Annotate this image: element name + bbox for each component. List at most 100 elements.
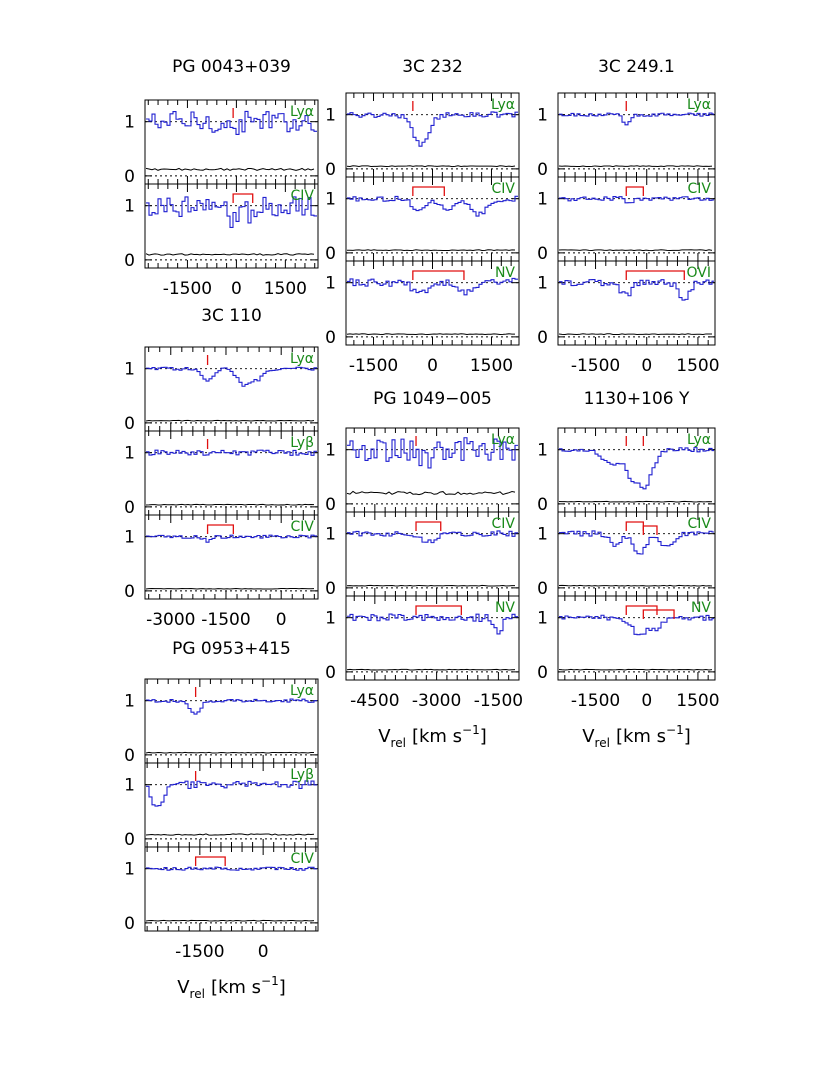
axis-label-unit: [km s [211,977,261,998]
doublet-bracket [642,609,675,619]
error-spectrum [346,249,516,252]
axis-label-close: ] [480,726,487,747]
object-title: 3C 110 [201,306,262,326]
axis-label-close: ] [684,726,691,747]
flux-spectrum [146,780,317,807]
error-spectrum [346,165,516,168]
x-tick-label: -1500 [571,691,620,711]
error-spectrum [558,584,713,587]
axis-label-exponent: −1 [462,723,480,737]
x-tick-label: 0 [641,356,652,376]
line-label: Lyα [290,104,314,120]
x-tick-label: -1500 [474,691,523,711]
error-spectrum [145,419,315,422]
doublet-bracket [232,193,254,203]
error-spectrum [145,833,315,836]
object-title: PG 0953+415 [172,639,291,659]
flux-spectrum [347,195,518,217]
flux-spectrum [347,277,518,296]
spectrum-panel: 0 1 NV [325,595,520,683]
doublet-bracket [206,524,234,534]
spectrum-figure-block: PG 0043+039 0 1 Lyα 0 1 CIV -1500 0 1500 [124,57,319,299]
object-title: PG 1049−005 [373,389,492,409]
x-tick-label: -1500 [163,279,212,299]
error-spectrum [145,167,315,171]
error-spectrum [346,584,516,587]
line-label: CIV [688,516,712,532]
panel-frame [345,260,520,346]
y-tick-label: 0 [124,251,135,271]
panel-frame [144,183,319,269]
spectrum-panel: 0 1 CIV [124,514,319,602]
x-tick-label: -1500 [349,356,398,376]
line-label: CIV [492,181,516,197]
y-tick-label: 1 [325,609,336,629]
y-tick-label: 0 [537,579,548,599]
axis-label-main: V [177,977,190,998]
flux-spectrum [146,110,317,135]
x-axis-label: Vrel [km s−1] [582,723,691,750]
y-tick-label: 1 [124,444,135,464]
x-axis-label: Vrel [km s−1] [378,723,487,750]
x-tick-label: 1500 [676,356,719,376]
y-tick-label: 1 [537,106,548,126]
spectrum-panel: 0 1 Lyα [537,427,716,515]
spectrum-figure-block: PG 1049−005 0 1 Lyα 0 1 CIV 0 1 NV -4500 -3000 -1500… [325,389,523,750]
flux-spectrum [559,112,714,126]
y-tick-label: 0 [325,160,336,180]
spectrum-panel: 0 1 Lyα [124,99,319,187]
flux-spectrum [559,195,714,204]
error-spectrum [558,333,713,336]
x-tick-label: 0 [641,691,652,711]
line-label: NV [495,265,515,281]
spectrum-panel: 0 1 NV [325,260,520,348]
x-tick-label: -1500 [201,610,250,630]
error-spectrum [145,253,315,256]
doublet-bracket [412,270,465,280]
flux-spectrum [347,437,518,469]
error-spectrum [145,751,315,754]
object-title: PG 0043+039 [172,57,291,77]
spectrum-figure-block: 3C 232 0 1 Lyα 0 1 CIV 0 1 NV -1500 0 1500 [325,57,520,376]
flux-spectrum [559,447,714,490]
spectrum-panel: 0 1 CIV [537,511,716,599]
axis-label-sub: rel [595,736,610,750]
y-tick-label: 0 [124,414,135,434]
axis-label-exponent: −1 [666,723,684,737]
error-spectrum [145,919,315,922]
error-spectrum [346,490,516,496]
x-tick-label: -4500 [350,691,399,711]
y-tick-label: 1 [325,274,336,294]
axis-label-exponent: −1 [261,974,279,988]
line-label: Lyβ [290,435,314,451]
x-tick-label: 0 [427,356,438,376]
y-tick-label: 0 [537,663,548,683]
line-label: Lyα [491,432,515,448]
y-tick-label: 1 [325,106,336,126]
x-tick-label: -3000 [412,691,461,711]
axis-label-unit: [km s [616,726,666,747]
panel-frame [144,514,319,600]
line-label: Lyα [290,351,314,367]
y-tick-label: 0 [537,244,548,264]
doublet-bracket [415,521,442,531]
y-tick-label: 0 [537,328,548,348]
error-spectrum [558,249,713,252]
line-label: Lyα [687,432,711,448]
x-tick-label: 1500 [470,356,513,376]
error-spectrum [145,503,315,506]
doublet-bracket [415,605,462,615]
panel-frame [345,595,520,681]
axis-label-unit: [km s [412,726,462,747]
error-spectrum [346,333,516,336]
doublet-bracket [625,270,685,280]
y-tick-label: 1 [124,528,135,548]
line-label: Lyα [290,683,314,699]
flux-spectrum [559,614,714,636]
error-spectrum [558,165,713,168]
flux-spectrum [559,279,714,301]
line-label: CIV [291,519,315,535]
error-spectrum [558,668,713,671]
x-tick-label: -1500 [175,942,224,962]
